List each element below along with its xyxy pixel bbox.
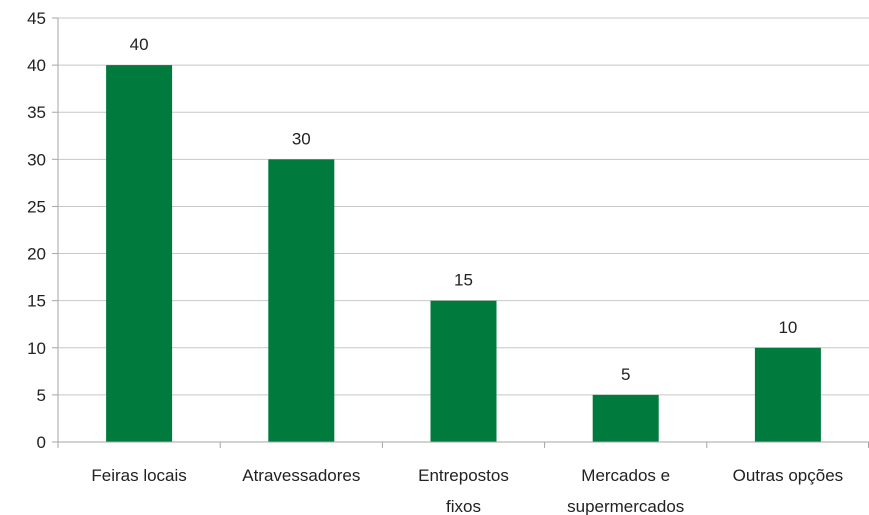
- y-tick-label: 30: [27, 150, 46, 169]
- gridlines: [58, 17, 869, 396]
- bars: [106, 65, 821, 443]
- bar-0: [106, 65, 173, 442]
- bar-4: [754, 347, 821, 442]
- y-axis-tick-labels: 0 5 10 15 20 25 30 35 40 45: [27, 9, 46, 452]
- bar-1: [268, 159, 335, 443]
- category-label-2-line-0: Entrepostos: [418, 466, 509, 485]
- bar-3: [592, 394, 659, 442]
- category-label-1: Atravessadores: [242, 466, 360, 485]
- data-label-3: 5: [621, 365, 630, 384]
- y-tick-label: 35: [27, 103, 46, 122]
- y-tick-label: 45: [27, 9, 46, 28]
- category-label-2-line-1: fixos: [446, 497, 481, 515]
- category-label-4: Outras opções: [733, 466, 844, 485]
- y-tick-label: 40: [27, 56, 46, 75]
- bar-2: [430, 300, 497, 442]
- data-label-4: 10: [778, 318, 797, 337]
- y-tick-label: 20: [27, 245, 46, 264]
- category-label-3-line-1: supermercados: [567, 497, 684, 515]
- y-tick-label: 25: [27, 197, 46, 216]
- category-label-3-line-0: Mercados e: [581, 466, 670, 485]
- data-label-1: 30: [292, 129, 311, 148]
- axes: [52, 17, 869, 448]
- data-label-0: 40: [130, 35, 149, 54]
- y-tick-label: 10: [27, 339, 46, 358]
- y-tick-label: 0: [37, 433, 46, 452]
- category-label-0: Feiras locais: [91, 466, 186, 485]
- y-tick-label: 15: [27, 292, 46, 311]
- data-label-2: 15: [454, 271, 473, 290]
- x-axis-category-labels: Feiras locais Atravessadores Entrepostos fi…: [91, 466, 843, 515]
- y-tick-label: 5: [37, 386, 46, 405]
- data-labels: 40 30 15 5 10: [130, 35, 798, 384]
